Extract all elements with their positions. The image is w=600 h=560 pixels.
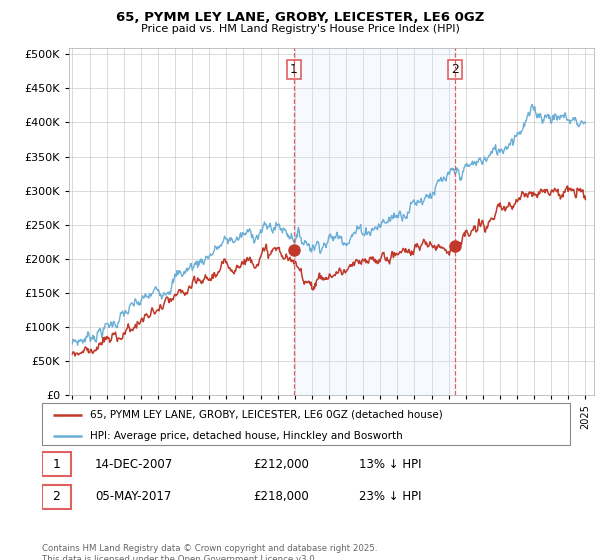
Text: 1: 1 [53,458,61,471]
Text: Contains HM Land Registry data © Crown copyright and database right 2025.
This d: Contains HM Land Registry data © Crown c… [42,544,377,560]
Text: HPI: Average price, detached house, Hinckley and Bosworth: HPI: Average price, detached house, Hinc… [89,431,402,441]
Text: Price paid vs. HM Land Registry's House Price Index (HPI): Price paid vs. HM Land Registry's House … [140,24,460,34]
Text: 13% ↓ HPI: 13% ↓ HPI [359,458,421,471]
FancyBboxPatch shape [42,484,71,509]
Text: 2: 2 [451,63,458,76]
Text: 2: 2 [53,490,61,503]
Text: £212,000: £212,000 [253,458,309,471]
Text: 65, PYMM LEY LANE, GROBY, LEICESTER, LE6 0GZ: 65, PYMM LEY LANE, GROBY, LEICESTER, LE6… [116,11,484,24]
Bar [294,48,455,395]
Text: £218,000: £218,000 [253,490,309,503]
Text: 14-DEC-2007: 14-DEC-2007 [95,458,173,471]
Text: 05-MAY-2017: 05-MAY-2017 [95,490,171,503]
FancyBboxPatch shape [42,403,570,445]
Text: 23% ↓ HPI: 23% ↓ HPI [359,490,421,503]
Text: 65, PYMM LEY LANE, GROBY, LEICESTER, LE6 0GZ (detached house): 65, PYMM LEY LANE, GROBY, LEICESTER, LE6… [89,410,442,420]
Text: 1: 1 [290,63,298,76]
FancyBboxPatch shape [42,452,71,477]
